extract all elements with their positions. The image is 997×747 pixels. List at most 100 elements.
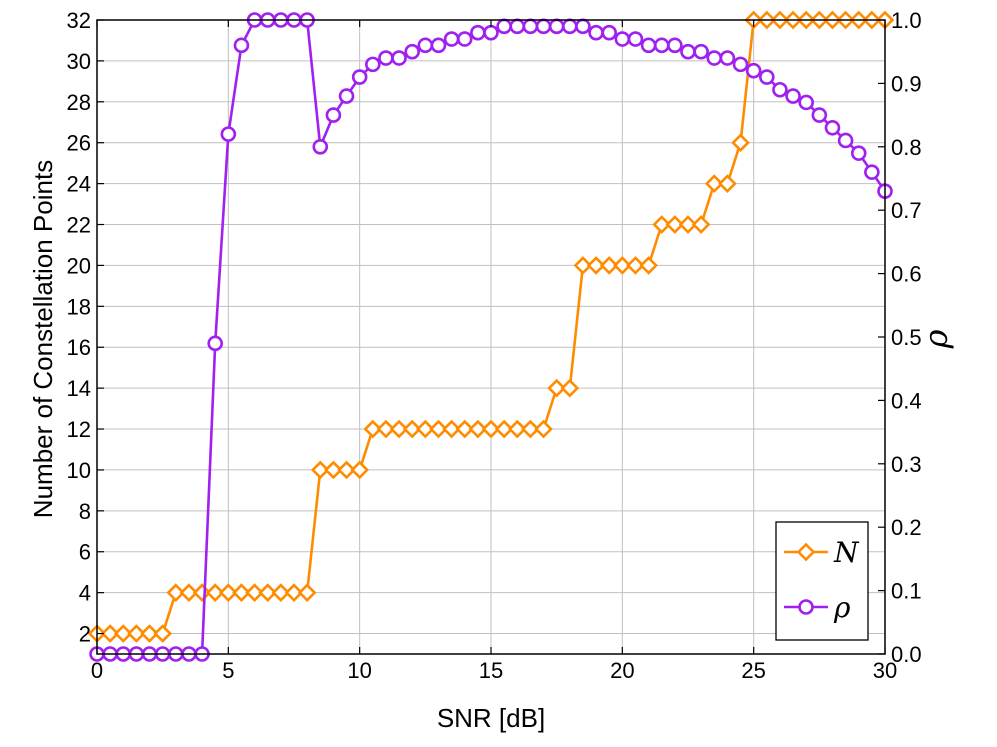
- n-point-marker: [612, 256, 632, 275]
- n-point-marker: [481, 419, 501, 439]
- n-point-marker: [113, 624, 133, 643]
- rho-point-marker: [312, 139, 329, 155]
- rho-point-marker: [706, 50, 723, 66]
- y-tick-label: 4: [79, 581, 91, 606]
- rho-point-marker: [338, 88, 355, 104]
- y-tick-label: 18: [67, 294, 91, 319]
- rho-point-marker: [325, 107, 342, 123]
- legend-item-n: N: [784, 536, 860, 569]
- n-point-marker: [639, 256, 658, 275]
- axes: 0 5 10 15 20 25 302468101214161820222426283032…: [67, 8, 922, 683]
- n-point-marker: [573, 256, 593, 275]
- y2-tick-label: 0.7: [891, 198, 922, 223]
- plot-frame: [96, 19, 886, 655]
- n-point-marker: [652, 215, 672, 234]
- y-tick-label: 6: [79, 540, 91, 565]
- rho-point-marker: [456, 31, 473, 47]
- n-point-marker: [731, 133, 750, 153]
- rho-point-marker: [483, 24, 499, 41]
- rho-point-marker: [496, 18, 512, 35]
- n-point-marker: [232, 583, 251, 602]
- y-tick-label: 16: [67, 335, 91, 360]
- x-tick-label: 5: [222, 658, 234, 683]
- n-point-marker: [534, 419, 553, 439]
- legend-label: N: [833, 536, 860, 569]
- rho-point-marker: [693, 43, 709, 60]
- rho-point-marker: [653, 37, 670, 54]
- y2-tick-label: 1.0: [891, 8, 922, 33]
- y2-tick-label: 0.2: [891, 515, 922, 540]
- n-point-marker: [599, 256, 619, 275]
- y-tick-label: 10: [67, 458, 91, 483]
- n-point-marker: [547, 378, 567, 398]
- n-point-marker: [521, 419, 540, 439]
- y2-tick-label: 0.8: [891, 135, 922, 160]
- rho-point-marker: [850, 145, 867, 161]
- y-tick-label: 20: [67, 253, 91, 278]
- n-point-marker: [415, 419, 435, 439]
- y-tick-label: 22: [67, 213, 91, 238]
- rho-point-marker: [640, 37, 657, 54]
- rho-point-marker: [404, 43, 421, 60]
- y-tick-label: 30: [67, 49, 91, 74]
- legend-box: [775, 521, 869, 641]
- rho-point-marker: [548, 18, 565, 35]
- n-point-marker: [324, 460, 343, 480]
- rho-point-marker: [378, 50, 394, 66]
- rho-point-marker: [758, 69, 775, 85]
- y-tick-label: 32: [67, 8, 91, 33]
- rho-point-marker: [575, 18, 591, 35]
- n-point-marker: [691, 215, 711, 234]
- rho-point-marker: [667, 37, 683, 54]
- y2-tick-label: 0.6: [891, 262, 922, 287]
- n-point-marker: [468, 419, 488, 439]
- rho-point-marker: [561, 18, 578, 35]
- rho-point-marker: [588, 24, 604, 41]
- y-tick-label: 24: [67, 172, 91, 197]
- n-point-marker: [192, 583, 212, 602]
- x-tick-label: 15: [479, 658, 503, 683]
- rho-point-marker: [719, 50, 736, 66]
- rho-point-marker: [614, 31, 631, 47]
- legend: Nρ: [775, 521, 869, 641]
- x-tick-label: 20: [610, 658, 634, 683]
- rho-point-marker: [837, 132, 854, 149]
- legend-item-rho: ρ: [784, 591, 851, 624]
- n-point-marker: [796, 542, 816, 562]
- x-axis-title: SNR [dB]: [437, 703, 545, 733]
- rho-point-marker: [220, 126, 237, 142]
- rho-point-marker: [745, 62, 762, 79]
- rho-point-marker: [391, 50, 407, 66]
- n-point-marker: [297, 583, 317, 602]
- rho-point-marker: [798, 94, 815, 111]
- n-point-marker: [678, 215, 698, 234]
- y-axis-title: Number of Constellation Points: [28, 160, 58, 518]
- x-tick-label: 25: [741, 658, 765, 683]
- n-point-marker: [363, 419, 383, 439]
- rho-point-marker: [430, 37, 447, 54]
- series-rho: [89, 12, 893, 662]
- n-point-marker: [665, 215, 685, 234]
- n-point-marker: [429, 419, 448, 439]
- y2-tick-label: 0.4: [891, 388, 922, 413]
- y2-tick-label: 0.9: [891, 71, 922, 96]
- x-tick-label: 30: [873, 658, 897, 683]
- n-point-marker: [100, 624, 120, 643]
- n-point-marker: [127, 624, 146, 643]
- n-point-marker: [626, 256, 645, 275]
- rho-point-marker: [233, 37, 250, 54]
- n-point-marker: [442, 419, 461, 439]
- n-point-marker: [704, 174, 724, 193]
- y2-tick-label: 0.5: [891, 325, 922, 350]
- y-tick-label: 2: [79, 622, 91, 647]
- y-tick-label: 28: [67, 90, 91, 115]
- n-point-marker: [350, 460, 370, 480]
- rho-point-marker: [811, 107, 828, 123]
- rho-point-marker: [443, 31, 460, 47]
- n-point-marker: [718, 174, 737, 193]
- n-point-marker: [166, 583, 186, 602]
- n-point-marker: [258, 583, 278, 602]
- n-point-marker: [179, 583, 199, 602]
- y2-tick-label: 0.0: [891, 642, 922, 667]
